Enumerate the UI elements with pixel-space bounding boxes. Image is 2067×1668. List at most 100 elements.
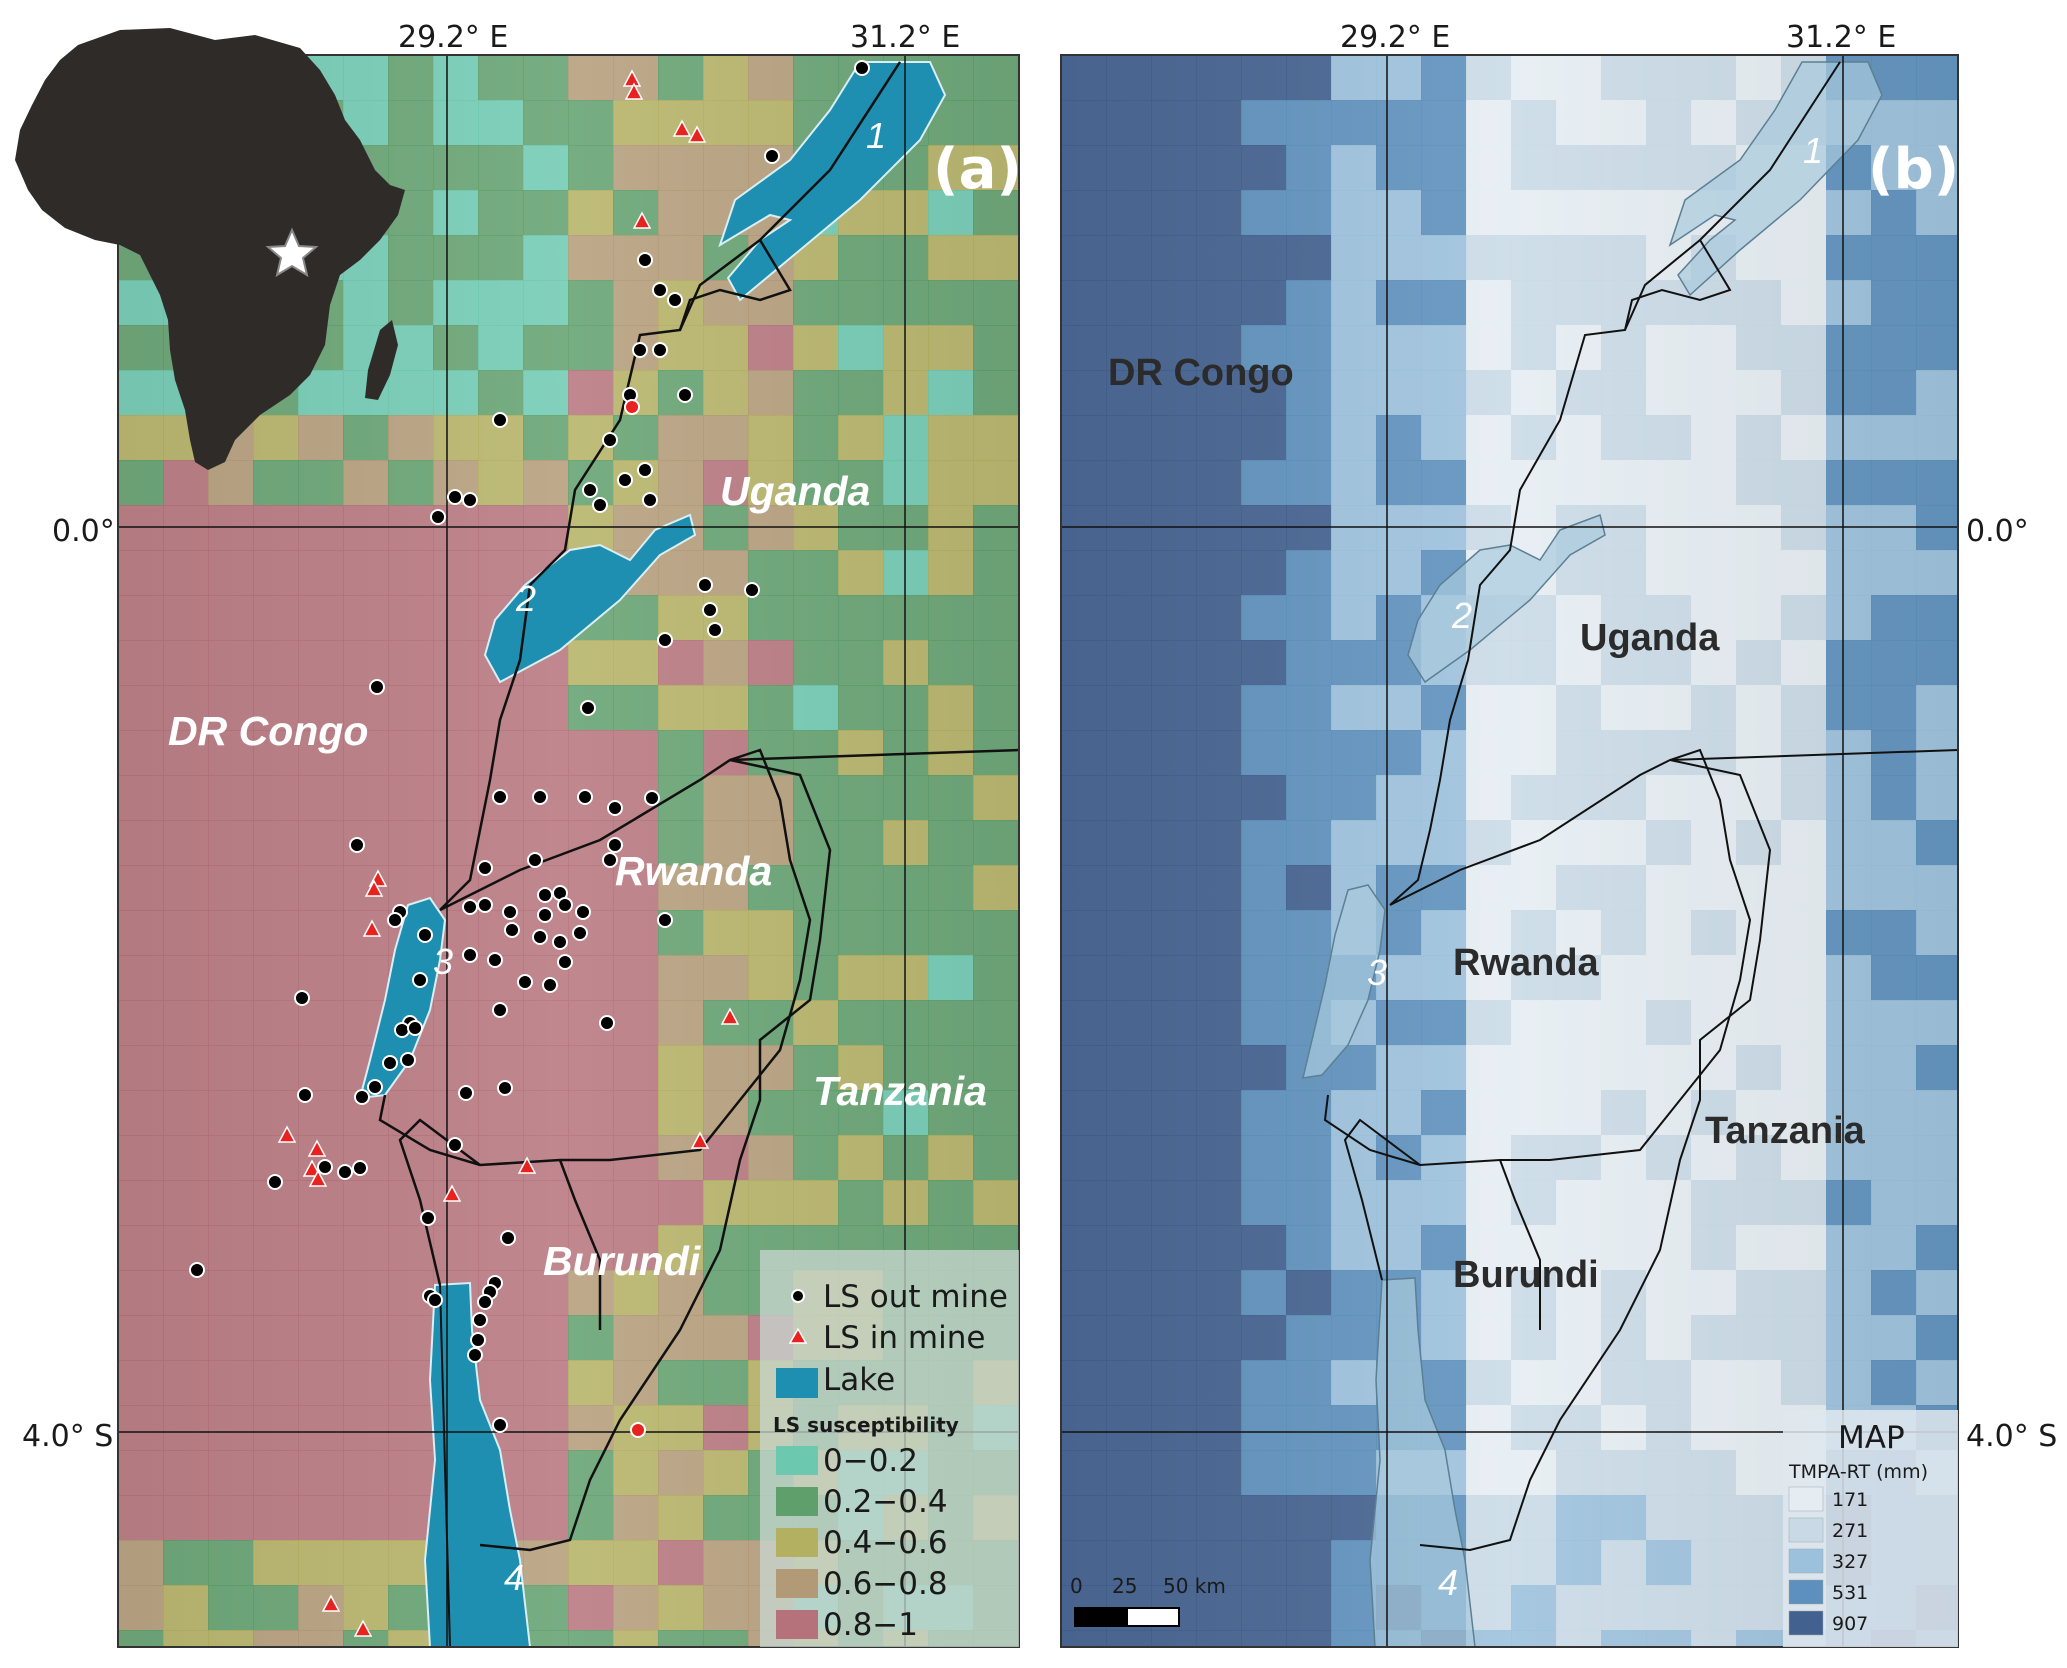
ls-out-mine-point — [854, 60, 870, 76]
grid-cell — [1018, 1090, 1019, 1136]
lake-4-shape — [423, 1281, 532, 1647]
lake-2-shape-b — [1407, 514, 1606, 684]
legend-ls-out-mine: LS out mine — [823, 1279, 1008, 1315]
ls-out-mine-point — [417, 927, 433, 943]
lakes-a — [358, 61, 947, 1647]
star-icon — [265, 227, 319, 278]
ls-in-mine-point — [517, 1156, 537, 1174]
grid-cell — [1018, 955, 1019, 1001]
legend-dot-icon — [791, 1289, 805, 1303]
ls-out-mine-point — [764, 148, 780, 164]
legend-a-swatch — [776, 1528, 818, 1557]
ls-out-mine-point — [532, 929, 548, 945]
ls-in-mine-point — [672, 119, 692, 137]
ls-out-mine-point — [189, 1262, 205, 1278]
lake-number-3: 3 — [433, 941, 453, 982]
ls-out-mine-point — [497, 1080, 513, 1096]
ls-out-mine-point — [427, 1292, 443, 1308]
grid-cell — [1018, 550, 1019, 596]
ls-out-mine-point — [462, 492, 478, 508]
legend-b-class-label: 171 — [1832, 1489, 1868, 1511]
ls-out-mine-point — [582, 482, 598, 498]
country-label-rwanda: Rwanda — [615, 848, 772, 894]
grid-cell — [1018, 865, 1019, 911]
ls-in-mine-point — [308, 1169, 328, 1187]
lake-4-shape-b — [1369, 1277, 1476, 1647]
ls-out-mine-point — [602, 432, 618, 448]
lake-1-shape — [718, 61, 947, 302]
country-label-drc-b: DR Congo — [1108, 352, 1294, 394]
legend-a-title: LS susceptibility — [773, 1413, 959, 1437]
ls-out-mine-point — [744, 582, 760, 598]
ls-out-mine-point — [537, 907, 553, 923]
grid-cell — [1018, 1540, 1019, 1586]
grid-cell — [1018, 820, 1019, 866]
ls-out-mine-point — [349, 837, 365, 853]
ls-in-mine-point — [364, 879, 384, 897]
legend-b-swatch — [1788, 1517, 1824, 1543]
legend-ls-in-mine: LS in mine — [823, 1320, 985, 1356]
ls-in-mine-point — [362, 919, 382, 937]
legend-b: MAP TMPA-RT (mm) 171 271 327 531 907 — [1783, 1410, 1958, 1647]
ls-in-mine-point — [353, 1619, 373, 1637]
legend-a-swatch — [776, 1610, 818, 1639]
ls-out-mine-point — [677, 387, 693, 403]
ls-out-mine-point — [367, 1079, 383, 1095]
ls-out-mine-point — [467, 1347, 483, 1363]
grid-cell — [1018, 145, 1019, 191]
grid-cell — [1018, 595, 1019, 641]
legend-lake-swatch — [776, 1368, 818, 1398]
ls-out-mine-point — [394, 1022, 410, 1038]
legend-a-class-label: 0.2−0.4 — [823, 1484, 948, 1520]
lake-number-1: 1 — [866, 115, 886, 156]
ls-out-mine-point — [492, 1002, 508, 1018]
grid-cell — [1018, 1495, 1019, 1541]
ls-out-mine-point — [477, 1294, 493, 1310]
lat-label-0-b: 0.0° — [1966, 514, 2029, 549]
grid-cell — [1018, 1360, 1019, 1406]
grid-cell — [1018, 730, 1019, 776]
borders-a — [378, 61, 1019, 1647]
ls-out-mine-point — [702, 602, 718, 618]
grid-cell — [1018, 910, 1019, 956]
lake-number-2-b: 2 — [1451, 595, 1472, 636]
ls-in-mine-point — [624, 82, 644, 100]
ls-out-mine-point — [352, 1160, 368, 1176]
ls-out-mine-point — [477, 860, 493, 876]
ls-in-mine-point — [690, 1131, 710, 1149]
landslide-points — [189, 60, 870, 1637]
ls-out-mine-point — [697, 577, 713, 593]
ls-out-mine-point — [527, 852, 543, 868]
ls-out-mine-point — [400, 1052, 416, 1068]
country-label-tanzania-b: Tanzania — [1705, 1110, 1866, 1152]
legend-a-class-label: 0.8−1 — [823, 1607, 918, 1643]
ls-out-mine-point — [557, 954, 573, 970]
country-label-drc: DR Congo — [168, 708, 368, 754]
grid-cell — [1018, 370, 1019, 416]
panel-a-label: (a) — [933, 137, 1022, 202]
grid-cell — [1018, 325, 1019, 371]
map-panel-a: (a) DR Congo Uganda Rwanda Tanzania Buru… — [15, 28, 1022, 1648]
legend-a-class-label: 0.6−0.8 — [823, 1566, 948, 1602]
ls-out-mine-point — [412, 972, 428, 988]
legend-triangle-icon — [788, 1327, 808, 1344]
ls-out-mine-point — [430, 509, 446, 525]
panel-b-frame — [1060, 54, 1959, 1648]
lake-number-4-b: 4 — [1438, 1562, 1458, 1603]
ls-out-mine-point — [517, 974, 533, 990]
ls-out-mine-point — [297, 1087, 313, 1103]
grid-cell — [1018, 1045, 1019, 1091]
ls-in-mine-point — [321, 1594, 341, 1612]
ls-out-mine-point — [602, 852, 618, 868]
ls-in-mine-point — [630, 1422, 646, 1438]
ls-in-mine-point — [687, 125, 707, 143]
lake-number-1-b: 1 — [1803, 130, 1823, 171]
ls-out-mine-point — [632, 342, 648, 358]
ls-out-mine-point — [492, 412, 508, 428]
ls-out-mine-point — [354, 1089, 370, 1105]
ls-out-mine-point — [657, 912, 673, 928]
legend-a-swatch — [776, 1446, 818, 1475]
africa-shape — [15, 28, 405, 470]
ls-out-mine-point — [458, 1085, 474, 1101]
legend-b-class-label: 907 — [1832, 1613, 1868, 1635]
